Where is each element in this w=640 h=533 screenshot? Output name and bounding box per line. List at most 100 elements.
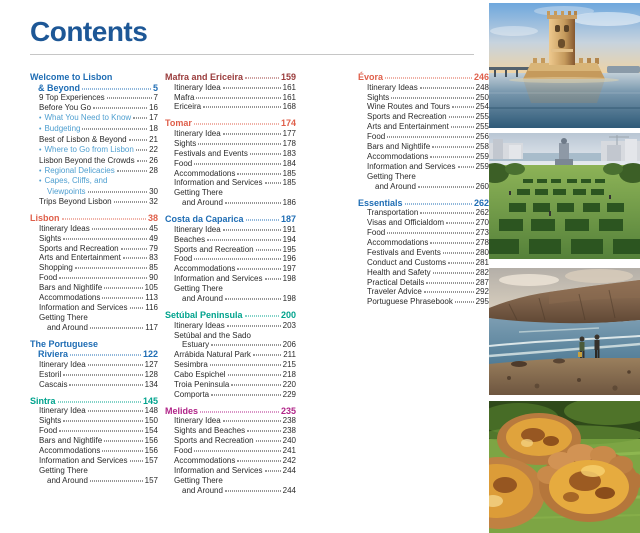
dot-leader — [387, 136, 474, 138]
toc-entry-label: Ericeira — [174, 102, 202, 112]
toc-entry-label: Shopping — [39, 263, 73, 273]
toc-entry-label: Comporta — [174, 389, 210, 399]
toc-entry-label: Food — [39, 426, 58, 436]
toc-entry: Sports and Recreation 79 — [30, 244, 158, 254]
toc-entry: Accommodations 278 — [358, 238, 489, 248]
toc-entry: Wine Routes and Tours 254 — [358, 102, 489, 112]
dot-leader — [102, 450, 143, 452]
toc-entry-label: Bars and Nightlife — [39, 435, 103, 445]
toc-entry-page: 178 — [282, 138, 296, 148]
toc-entry-page: 156 — [144, 445, 158, 455]
toc-section-essentials: Essentials 262 Transportation 262 Visas and … — [358, 198, 489, 308]
dot-leader — [452, 106, 474, 108]
toc-entry-page: 184 — [282, 158, 296, 168]
dot-leader — [93, 107, 148, 109]
toc-entry: Mafra 161 — [165, 93, 296, 103]
toc-entry-page: 16 — [149, 103, 158, 113]
toc-section-the-portuguese: The Portuguese Riviera 122 Itinerary Idea 12… — [30, 339, 158, 390]
toc-entry-label: Before You Go — [39, 103, 92, 113]
toc-entry-label: Information and Services — [174, 465, 263, 475]
dot-leader — [426, 282, 474, 283]
toc-entry-page: 281 — [475, 257, 489, 267]
toc-entry: Accommodations 259 — [358, 152, 489, 162]
toc-entry-label: Itinerary Idea — [174, 128, 221, 138]
dot-leader — [136, 160, 148, 162]
toc-entry-page: 85 — [149, 263, 158, 273]
section-page-number: 200 — [280, 310, 296, 320]
toc-entry-page: 244 — [282, 485, 296, 495]
dot-leader — [454, 301, 474, 303]
toc-entry-continuation: and Around 186 — [165, 198, 296, 208]
section-title-text: & Beyond — [38, 82, 81, 93]
toc-entry-label: Food — [174, 446, 193, 456]
dot-leader — [231, 384, 281, 386]
toc-entry: Sights 150 — [30, 416, 158, 426]
toc-entry-label: Accommodations — [174, 264, 236, 274]
toc-entry: Sights 178 — [165, 139, 296, 149]
toc-entry: Arts and Entertainment 255 — [358, 122, 489, 132]
toc-entry: Sports and Recreation 240 — [165, 436, 296, 446]
toc-entry: Arts and Entertainment 83 — [30, 253, 158, 263]
section-page-number: 159 — [280, 72, 296, 82]
toc-entry: Comporta 229 — [165, 390, 296, 400]
toc-entry-page: 186 — [282, 198, 296, 208]
toc-entry-label: Practical Details — [367, 277, 425, 287]
toc-entry-label: Getting There — [39, 312, 88, 322]
toc-section-title: Mafra and Ericeira 159 — [165, 72, 296, 83]
toc-entry-page: 238 — [282, 416, 296, 426]
toc-entry-page: 258 — [475, 142, 489, 152]
toc-entry-label: Mafra — [174, 92, 195, 102]
dot-leader — [432, 272, 474, 274]
toc-entry: Practical Details 287 — [358, 278, 489, 288]
toc-entry-page: 229 — [282, 389, 296, 399]
dot-leader — [423, 291, 474, 293]
section-title-text: Setúbal Peninsula — [165, 310, 243, 320]
toc-entry-label: Where to Go from Lisbon — [44, 144, 134, 154]
toc-entry-page: 282 — [475, 267, 489, 277]
table-of-contents: Welcome to Lisbon & Beyond 5 9 Top Experien… — [30, 72, 489, 496]
dot-leader — [264, 182, 281, 184]
toc-entry-label: Food — [39, 273, 58, 283]
toc-entry-label: Cascais — [39, 379, 68, 389]
toc-section-title: Sintra 145 — [30, 396, 158, 407]
toc-section-lisbon: Lisbon 38 Itinerary Ideas 45 Sights 49 Sports … — [30, 213, 158, 333]
toc-entry-page: 198 — [282, 294, 296, 304]
toc-entry: Information and Services 259 — [358, 162, 489, 172]
section-page-number: 246 — [473, 72, 489, 82]
toc-section-melides: Melides 235 Itinerary Idea 238 Sights and Be… — [165, 406, 296, 496]
dot-leader — [222, 229, 281, 231]
toc-entry: Itinerary Ideas 45 — [30, 224, 158, 234]
toc-entry-label: Accommodations — [174, 168, 236, 178]
toc-entry: Bars and Nightlife 156 — [30, 436, 158, 446]
dot-leader — [128, 139, 148, 141]
toc-entry: • What You Need to Know 17 — [30, 113, 158, 124]
dot-leader — [116, 170, 148, 172]
dot-leader — [222, 133, 281, 135]
toc-entry-label: Information and Services — [174, 178, 263, 188]
toc-entry-page: 7 — [153, 93, 158, 103]
toc-entry: Accommodations 242 — [165, 456, 296, 466]
dot-leader — [404, 203, 472, 205]
dot-leader — [417, 186, 474, 188]
toc-entry-label: Sights and Beaches — [174, 426, 246, 436]
toc-entry-page: 215 — [282, 360, 296, 370]
dot-leader — [198, 143, 281, 145]
toc-entry: Itinerary Idea 148 — [30, 406, 158, 416]
toc-entry-label: Accommodations — [174, 456, 236, 466]
toc-entry-page: 183 — [282, 148, 296, 158]
dot-leader — [224, 202, 281, 204]
dot-leader — [135, 149, 148, 151]
toc-entry-page: 157 — [144, 475, 158, 485]
toc-entry: Food 196 — [165, 254, 296, 264]
toc-entry-continuation: and Around 198 — [165, 294, 296, 304]
toc-entry: Sights 49 — [30, 234, 158, 244]
dot-leader — [196, 97, 281, 98]
toc-entry-label: and Around — [182, 294, 223, 304]
dot-leader — [385, 77, 472, 79]
toc-entry-label: Estuary — [182, 340, 210, 350]
dot-leader — [63, 420, 143, 422]
toc-entry-label: Itinerary Idea — [174, 224, 221, 234]
toc-entry: Food 90 — [30, 273, 158, 283]
dot-leader — [122, 257, 148, 259]
